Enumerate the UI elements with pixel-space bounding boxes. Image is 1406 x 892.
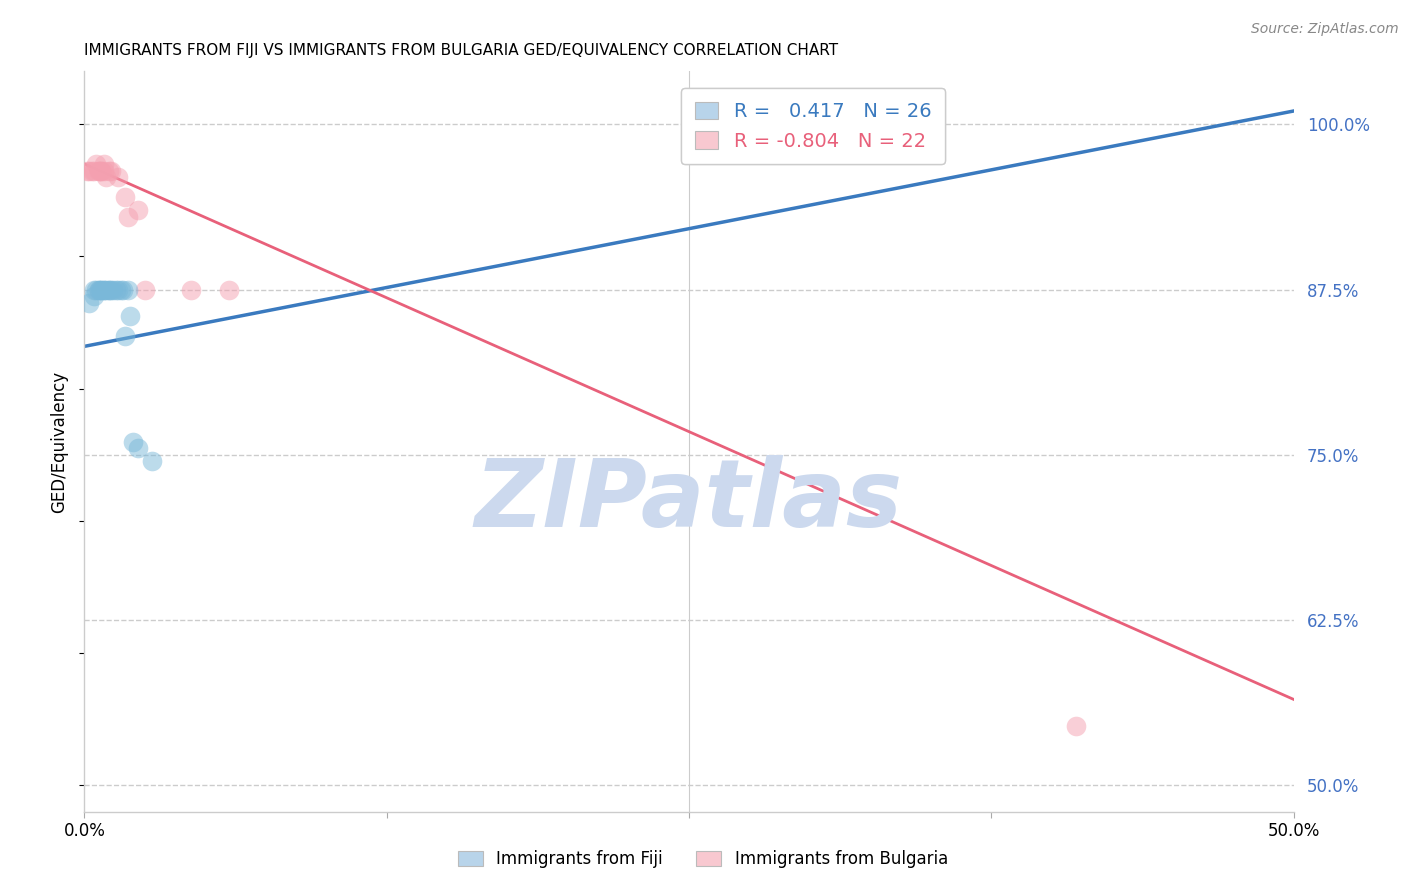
Point — [90, 163, 112, 178]
Point — [1064, 719, 1087, 733]
Text: Source: ZipAtlas.com: Source: ZipAtlas.com — [1251, 22, 1399, 37]
Point — [127, 203, 149, 218]
Point — [76, 163, 98, 178]
Point — [93, 283, 115, 297]
Legend: Immigrants from Fiji, Immigrants from Bulgaria: Immigrants from Fiji, Immigrants from Bu… — [451, 844, 955, 875]
Point — [112, 283, 135, 297]
Point — [77, 295, 100, 310]
Point — [103, 283, 125, 297]
Text: ZIPatlas: ZIPatlas — [475, 455, 903, 547]
Point — [90, 283, 112, 297]
Point — [83, 289, 105, 303]
Point — [120, 309, 142, 323]
Point — [114, 190, 136, 204]
Point — [90, 283, 112, 297]
Point — [100, 283, 122, 297]
Point — [94, 170, 117, 185]
Point — [117, 283, 139, 297]
Y-axis label: GED/Equivalency: GED/Equivalency — [51, 370, 69, 513]
Point — [121, 434, 143, 449]
Point — [100, 163, 122, 178]
Point — [87, 163, 110, 178]
Point — [104, 283, 127, 297]
Point — [93, 163, 115, 178]
Point — [117, 210, 139, 224]
Point — [107, 283, 129, 297]
Legend: R =   0.417   N = 26, R = -0.804   N = 22: R = 0.417 N = 26, R = -0.804 N = 22 — [682, 88, 945, 164]
Point — [87, 283, 110, 297]
Point — [80, 163, 103, 178]
Point — [218, 283, 240, 297]
Point — [94, 283, 117, 297]
Point — [97, 283, 120, 297]
Point — [134, 283, 156, 297]
Point — [86, 283, 108, 297]
Point — [114, 328, 136, 343]
Point — [93, 157, 115, 171]
Point — [90, 163, 112, 178]
Point — [107, 170, 129, 185]
Point — [141, 454, 163, 468]
Point — [127, 441, 149, 455]
Point — [97, 283, 120, 297]
Point — [93, 283, 115, 297]
Point — [180, 283, 202, 297]
Text: IMMIGRANTS FROM FIJI VS IMMIGRANTS FROM BULGARIA GED/EQUIVALENCY CORRELATION CHA: IMMIGRANTS FROM FIJI VS IMMIGRANTS FROM … — [84, 43, 838, 58]
Point — [77, 163, 100, 178]
Point — [846, 117, 869, 131]
Point — [83, 283, 105, 297]
Point — [86, 157, 108, 171]
Point — [83, 163, 105, 178]
Point — [87, 163, 110, 178]
Point — [87, 283, 110, 297]
Point — [110, 283, 132, 297]
Point — [97, 163, 120, 178]
